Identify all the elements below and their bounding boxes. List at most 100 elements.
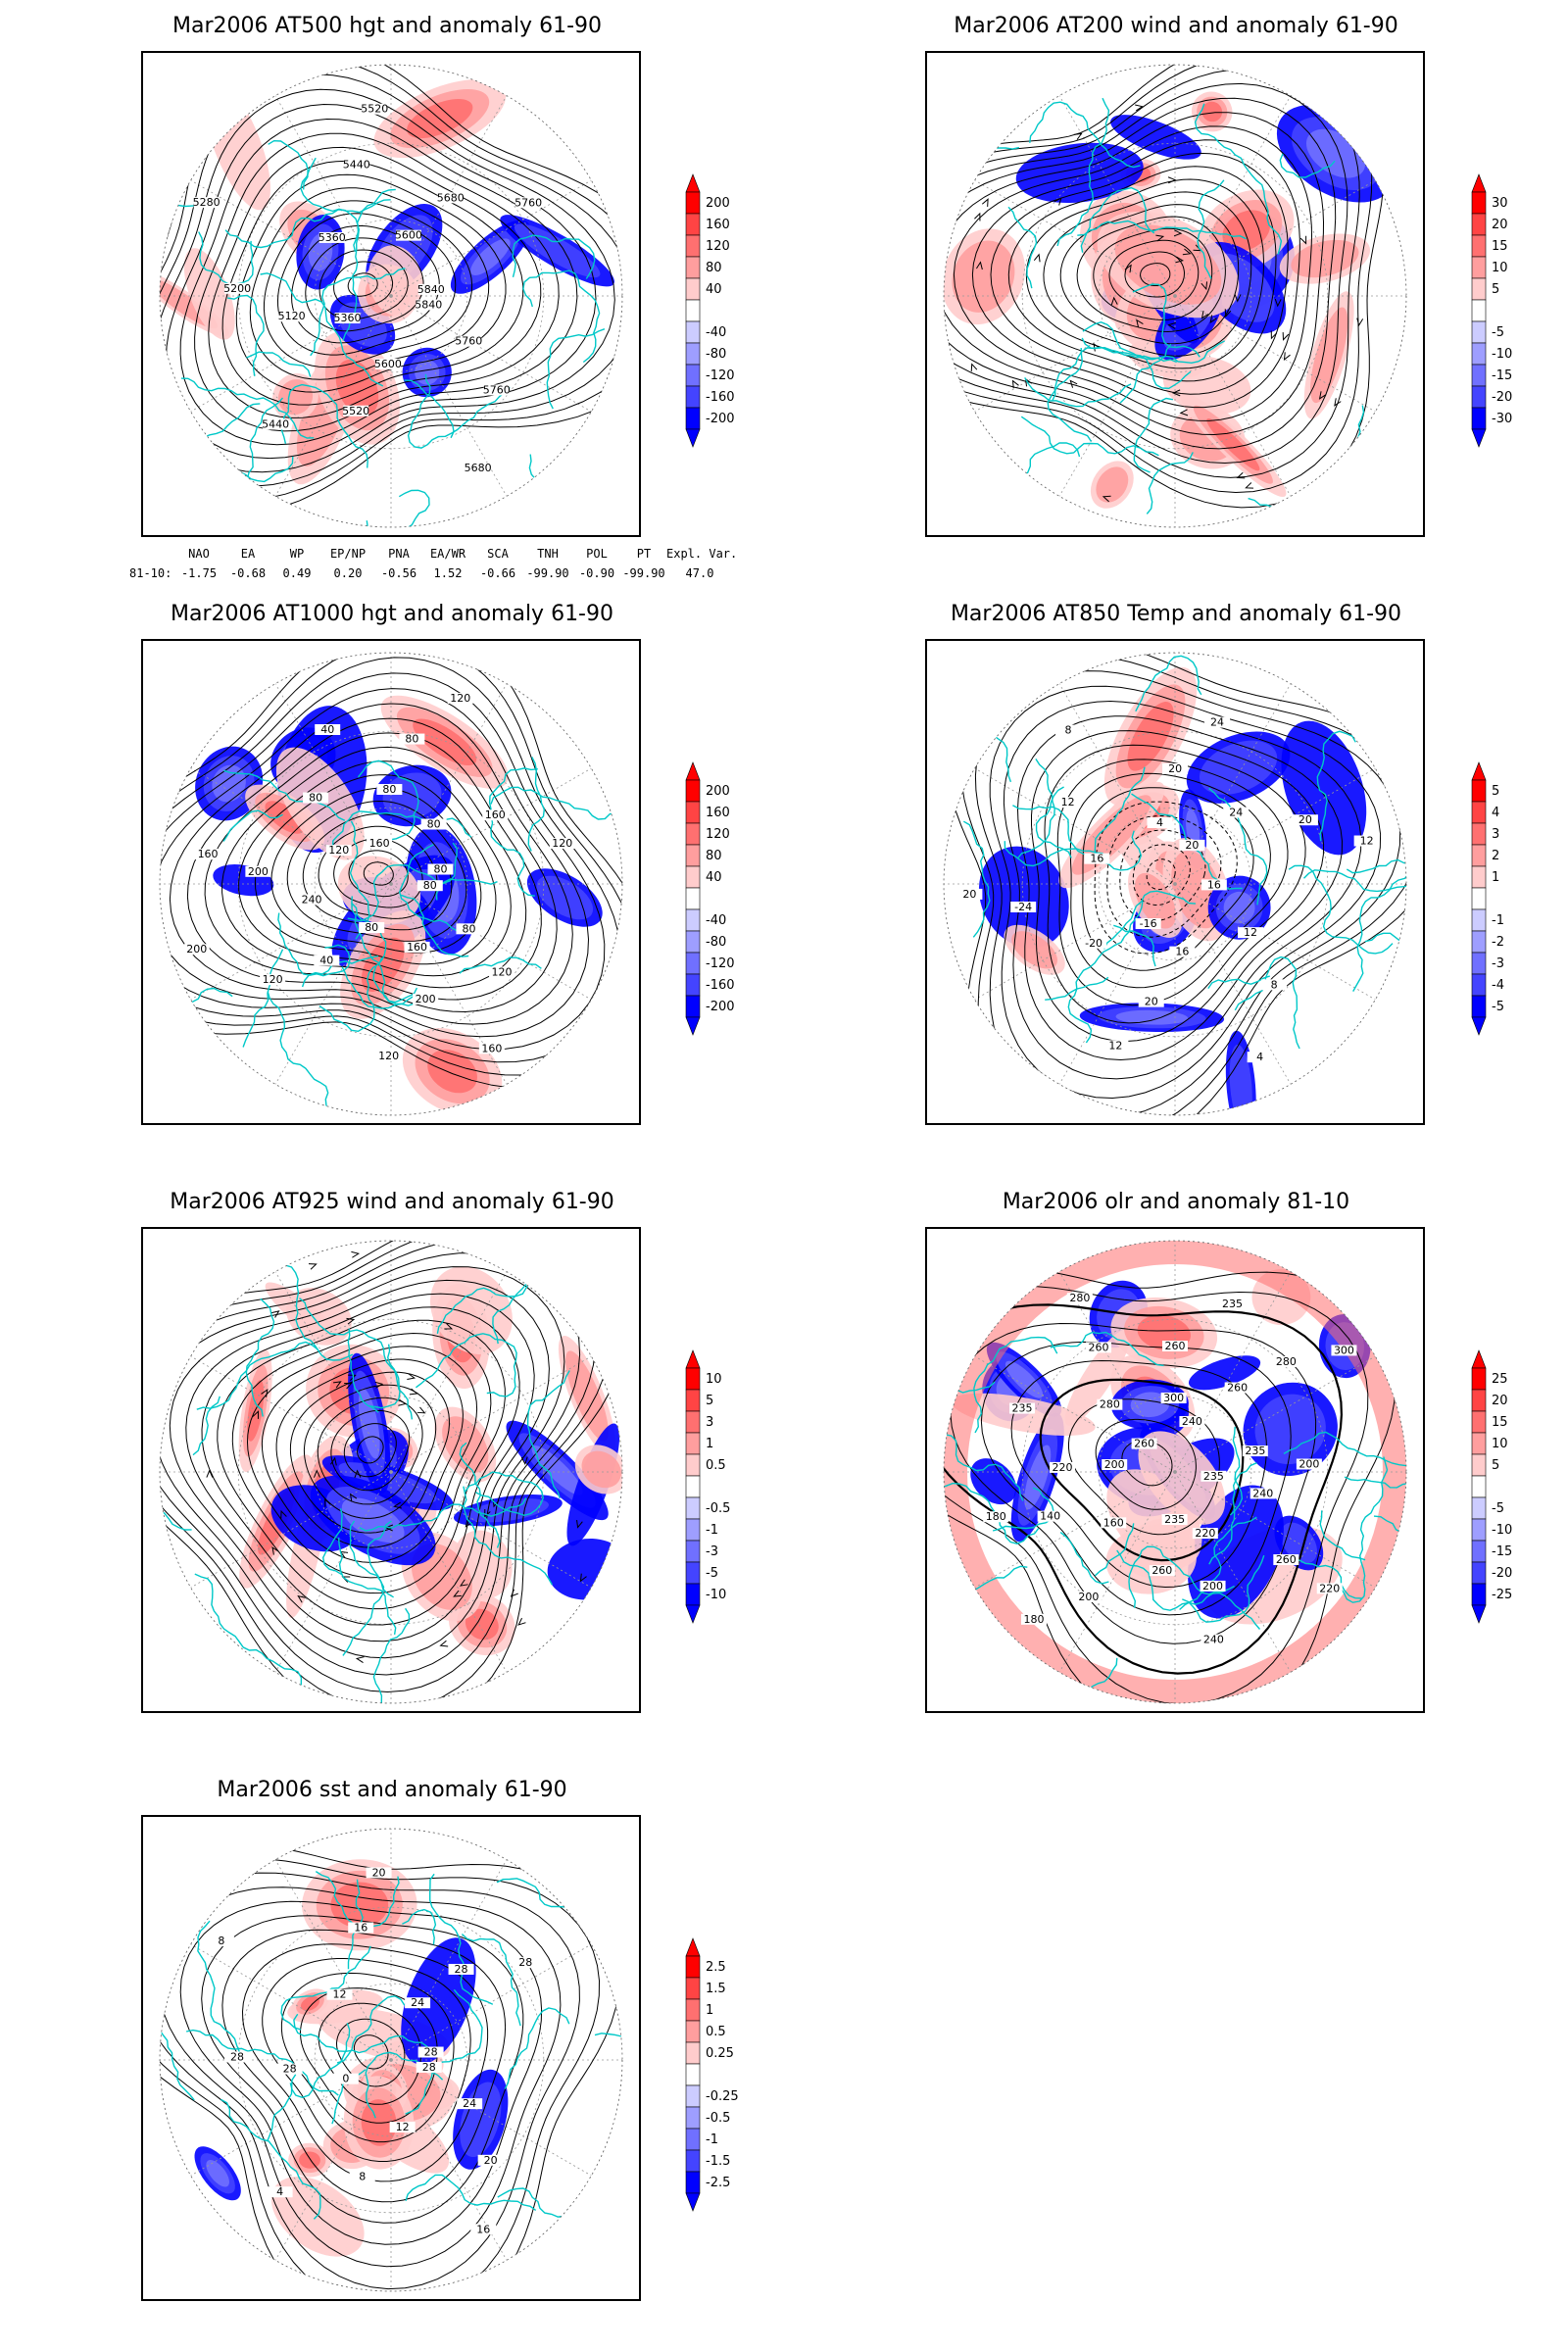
coastline (594, 2033, 622, 2060)
contour-label-bg (482, 809, 509, 821)
meridian-line (1174, 1355, 1376, 1473)
colorbar-bottom-arrow (1471, 1604, 1487, 1624)
colorbar-tick-label: -80 (706, 935, 726, 950)
coastline (280, 1945, 371, 2031)
map-olr: 235 240 260 220 220 200 240 235 260 200 180 160 140 1… (925, 1227, 1425, 1713)
coastline (194, 1573, 303, 1703)
meridian-line (974, 295, 1176, 413)
contour-label: 5280 (193, 196, 220, 209)
colorbar-tick-label: -10 (706, 1588, 726, 1602)
wind-arrow (579, 1573, 587, 1583)
wind-arrow (346, 1317, 356, 1325)
meridian-line (974, 179, 1176, 297)
coastline (386, 1344, 414, 1420)
coastline (196, 1341, 354, 1410)
contour-label: 12 (1108, 1039, 1122, 1052)
wind-arrow (313, 1469, 320, 1478)
colorbar-at925-wind: 10 5 3 1 0.5 -0.5 -1 -3 -5 -10 (682, 1347, 760, 1624)
teleconnection-header: NAO (188, 547, 210, 561)
teleconnection-value: 47.0 (685, 566, 714, 580)
wind-arrow (1234, 294, 1242, 303)
colorbar-bottom-arrow (685, 428, 701, 448)
contour-label-bg (1160, 1393, 1187, 1404)
colorbar-segment (1471, 1561, 1487, 1585)
contour-label: 160 (369, 837, 390, 850)
contour-label: 28 (283, 2063, 297, 2076)
contour-line (160, 653, 622, 1076)
contour-label-bg (1135, 918, 1161, 930)
contour-label: 200 (1202, 1580, 1223, 1592)
contour-label: 8 (1271, 978, 1278, 991)
contour-label-bg (332, 2073, 359, 2084)
meridian-line (390, 2059, 592, 2177)
meridian-line (390, 1943, 592, 2061)
meridian-line (1174, 1471, 1376, 1589)
polar-projection (160, 65, 622, 527)
contour-label-bg (1250, 1488, 1276, 1499)
coastline (1082, 320, 1226, 365)
anomaly-shading (565, 1350, 609, 1442)
contour-label-bg (263, 418, 289, 430)
coastline (496, 1878, 579, 1909)
latitude-circle (1098, 807, 1252, 961)
colorbar-tick-label: -160 (706, 390, 735, 405)
colorbar-tick-label: -0.25 (706, 2089, 739, 2104)
colorbar-segment (685, 2063, 701, 2086)
anomaly-shading (183, 248, 235, 340)
contour-label: 5600 (395, 229, 422, 242)
teleconnection-value: -99.90 (622, 566, 665, 580)
polar-projection (944, 1241, 1406, 1703)
contour-line (169, 1266, 565, 1659)
anomaly-shading (341, 1497, 405, 1544)
contour-label: 200 (1298, 1458, 1319, 1471)
contour-line (160, 65, 622, 515)
anomaly-shading (206, 2159, 229, 2187)
contour-line (1016, 715, 1344, 1061)
coastline (981, 442, 1081, 527)
colorbar-segment (685, 2171, 701, 2194)
contour-line (169, 703, 573, 1025)
coastline (1132, 283, 1200, 358)
contour-label-bg (1086, 1342, 1112, 1353)
contour-label-bg (478, 1043, 505, 1054)
wind-arrow (280, 1509, 287, 1519)
contour-line (318, 825, 438, 919)
coastline (1081, 337, 1177, 364)
contour-line (160, 1872, 580, 2290)
contour-label: 5760 (455, 335, 482, 348)
colorbar-at850-temp: 5 4 3 2 1 -1 -2 -3 -4 -5 (1468, 759, 1546, 1036)
coastline (197, 1920, 240, 2059)
colorbar-top-arrow (685, 1349, 701, 1369)
coastline (944, 1539, 1028, 1607)
contour-label-bg (447, 692, 473, 704)
colorbar-segment (685, 865, 701, 889)
contour-label: 200 (186, 943, 207, 956)
meridian-line (390, 295, 592, 413)
colorbar-tick-label: 10 (706, 1372, 722, 1387)
contour-label-bg (193, 197, 220, 209)
coastline (1319, 1510, 1366, 1561)
contour-label: 235 (1203, 1470, 1224, 1483)
contour-label: 28 (455, 1963, 468, 1976)
meridian-line (1058, 95, 1176, 297)
anomaly-shading (1064, 1329, 1131, 1426)
contour-line (185, 1279, 550, 1642)
contour-line (204, 732, 542, 1001)
coastline (351, 902, 415, 1005)
wind-arrow (1318, 391, 1327, 400)
colorbar-tick-label: 30 (1492, 196, 1508, 211)
meridian-line (190, 883, 392, 1001)
coastline (463, 1486, 553, 1586)
coastline (280, 383, 368, 468)
colorbar-tick-label: 1.5 (706, 1982, 726, 1996)
contour-label: 120 (450, 692, 470, 705)
contour-label-bg (224, 282, 251, 294)
contour-label: 40 (319, 955, 333, 967)
wind-arrow (981, 198, 989, 207)
contour-label-bg (437, 192, 464, 204)
coastline (962, 820, 991, 938)
coastline (1346, 858, 1406, 896)
contour-line (944, 1303, 1344, 1675)
contour-label: 200 (416, 993, 436, 1005)
contour-line (201, 1915, 524, 2224)
